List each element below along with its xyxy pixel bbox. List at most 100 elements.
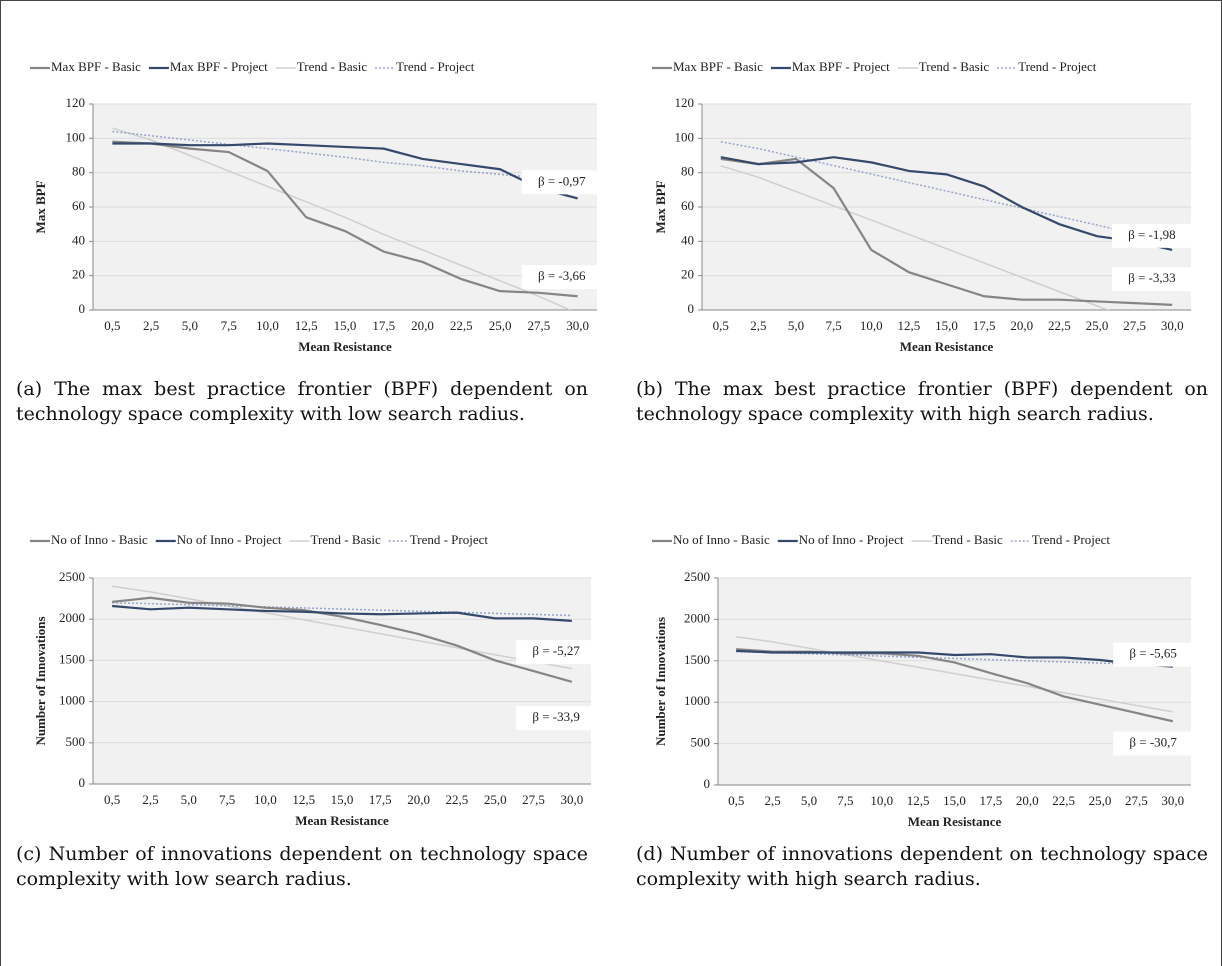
x-tick-label: 30,0 [1161, 793, 1184, 808]
legend-label: Trend - Project [1032, 532, 1111, 547]
y-axis-label: Max BPF [33, 180, 48, 233]
chart: 0 500 1000 1500 2000 2500 0,5 2,5 5,0 7,5 10,0 12,5… [652, 532, 1194, 829]
series-line [720, 165, 1110, 310]
y-tick-label: 2500 [684, 569, 710, 584]
legend-label: Trend - Project [1018, 59, 1097, 74]
x-tick-label: 12,5 [907, 793, 930, 808]
y-tick-label: 1000 [684, 693, 710, 708]
x-tick-label: 27,5 [1123, 318, 1146, 333]
annotation: β = -5,27 [532, 643, 580, 658]
annotation: β = -3,66 [538, 268, 586, 283]
annotation: β = -3,33 [1128, 270, 1176, 285]
x-tick-label: 22,5 [1048, 318, 1071, 333]
x-tick-label: 27,5 [527, 318, 550, 333]
x-tick-label: 17,5 [372, 318, 395, 333]
x-tick-label: 22,5 [1052, 793, 1075, 808]
x-tick-label: 2,5 [143, 318, 159, 333]
x-tick-label: 12,5 [292, 792, 315, 807]
y-tick-label: 0 [79, 301, 86, 316]
x-tick-label: 5,0 [801, 793, 817, 808]
x-tick-label: 27,5 [1125, 793, 1148, 808]
x-tick-label: 12,5 [898, 318, 921, 333]
x-tick-label: 7,5 [826, 318, 842, 333]
series-line [112, 142, 578, 200]
x-tick-label: 20,0 [407, 792, 430, 807]
y-axis-label: Max BPF [653, 180, 668, 233]
annotation: β = -5,65 [1129, 646, 1177, 661]
x-axis-label: Mean Resistance [295, 813, 389, 828]
annotation-box [1111, 223, 1192, 248]
y-axis-label: Number of Innovations [653, 617, 668, 746]
x-tick-label: 22,5 [450, 318, 473, 333]
x-tick-label: 30,0 [560, 792, 583, 807]
annotation: β = -33,9 [532, 709, 580, 724]
x-tick-label: 12,5 [295, 318, 318, 333]
legend-label: Trend - Project [396, 59, 475, 74]
y-tick-label: 1000 [59, 693, 85, 708]
x-tick-label: 25,0 [1086, 318, 1109, 333]
legend-label: No of Inno - Project [177, 532, 282, 547]
x-tick-label: 2,5 [764, 793, 780, 808]
series-line [720, 157, 1173, 306]
series-line [736, 650, 1173, 667]
x-tick-label: 10,0 [860, 318, 883, 333]
y-tick-label: 40 [72, 232, 85, 247]
series-line [112, 604, 572, 622]
x-tick-label: 27,5 [522, 792, 545, 807]
y-tick-label: 2000 [59, 610, 85, 625]
series-line [112, 596, 573, 683]
x-tick-label: 0,5 [104, 792, 120, 807]
x-tick-label: 20,0 [411, 318, 434, 333]
x-tick-label: 10,0 [254, 792, 277, 807]
y-tick-label: 500 [691, 735, 711, 750]
caption: (c) Number of innovations dependent on t… [16, 843, 588, 890]
series-line [112, 585, 572, 670]
x-tick-label: 17,5 [973, 318, 996, 333]
x-tick-label: 15,0 [331, 792, 354, 807]
x-tick-label: 0,5 [728, 793, 744, 808]
x-tick-label: 2,5 [750, 318, 766, 333]
series-line [720, 156, 1173, 251]
y-tick-label: 2000 [684, 610, 710, 625]
x-tick-label: 5,0 [788, 318, 804, 333]
plot-area [718, 578, 1191, 785]
caption: (a) The max best practice frontier (BPF)… [16, 378, 588, 425]
x-tick-label: 10,0 [256, 318, 279, 333]
series-line [736, 636, 1173, 713]
x-tick-label: 25,0 [1089, 793, 1112, 808]
legend-label: Trend - Basic [297, 59, 368, 74]
x-axis-label: Mean Resistance [900, 339, 994, 354]
y-tick-label: 0 [704, 776, 711, 791]
x-tick-label: 15,0 [943, 793, 966, 808]
x-tick-label: 22,5 [446, 792, 469, 807]
caption: (d) Number of innovations dependent on t… [636, 843, 1208, 890]
x-tick-label: 7,5 [837, 793, 853, 808]
legend-label: Max BPF - Project [792, 59, 890, 74]
x-tick-label: 7,5 [219, 792, 235, 807]
x-tick-label: 25,0 [489, 318, 512, 333]
y-tick-label: 100 [675, 129, 695, 144]
y-tick-label: 500 [66, 734, 86, 749]
y-tick-label: 1500 [684, 652, 710, 667]
legend-label: No of Inno - Basic [51, 532, 148, 547]
y-tick-label: 60 [72, 198, 85, 213]
chart: 0 20 40 60 80 100 120 0,5 2,5 5,0 7,5 10,0 12,5 15,0 1… [652, 59, 1192, 354]
chart: 0 20 40 60 80 100 120 0,5 2,5 5,0 7,5 10,0 12,5 15,0 1… [30, 59, 602, 354]
y-tick-label: 100 [66, 129, 86, 144]
chart: 0 500 1000 1500 2000 2500 0,5 2,5 5,0 7,5 10,0 12,5… [30, 532, 597, 828]
x-tick-label: 25,0 [484, 792, 507, 807]
y-tick-label: 0 [688, 301, 695, 316]
x-tick-label: 17,5 [369, 792, 392, 807]
y-tick-label: 0 [79, 775, 86, 790]
annotation: β = -0,97 [538, 173, 586, 188]
annotation-box [1111, 267, 1192, 292]
x-tick-label: 15,0 [334, 318, 357, 333]
x-tick-label: 15,0 [935, 318, 958, 333]
y-tick-label: 120 [66, 95, 86, 110]
annotation-box [1113, 731, 1194, 756]
legend-label: Max BPF - Project [170, 59, 268, 74]
legend-label: Trend - Basic [310, 532, 381, 547]
annotation-box [516, 706, 597, 731]
